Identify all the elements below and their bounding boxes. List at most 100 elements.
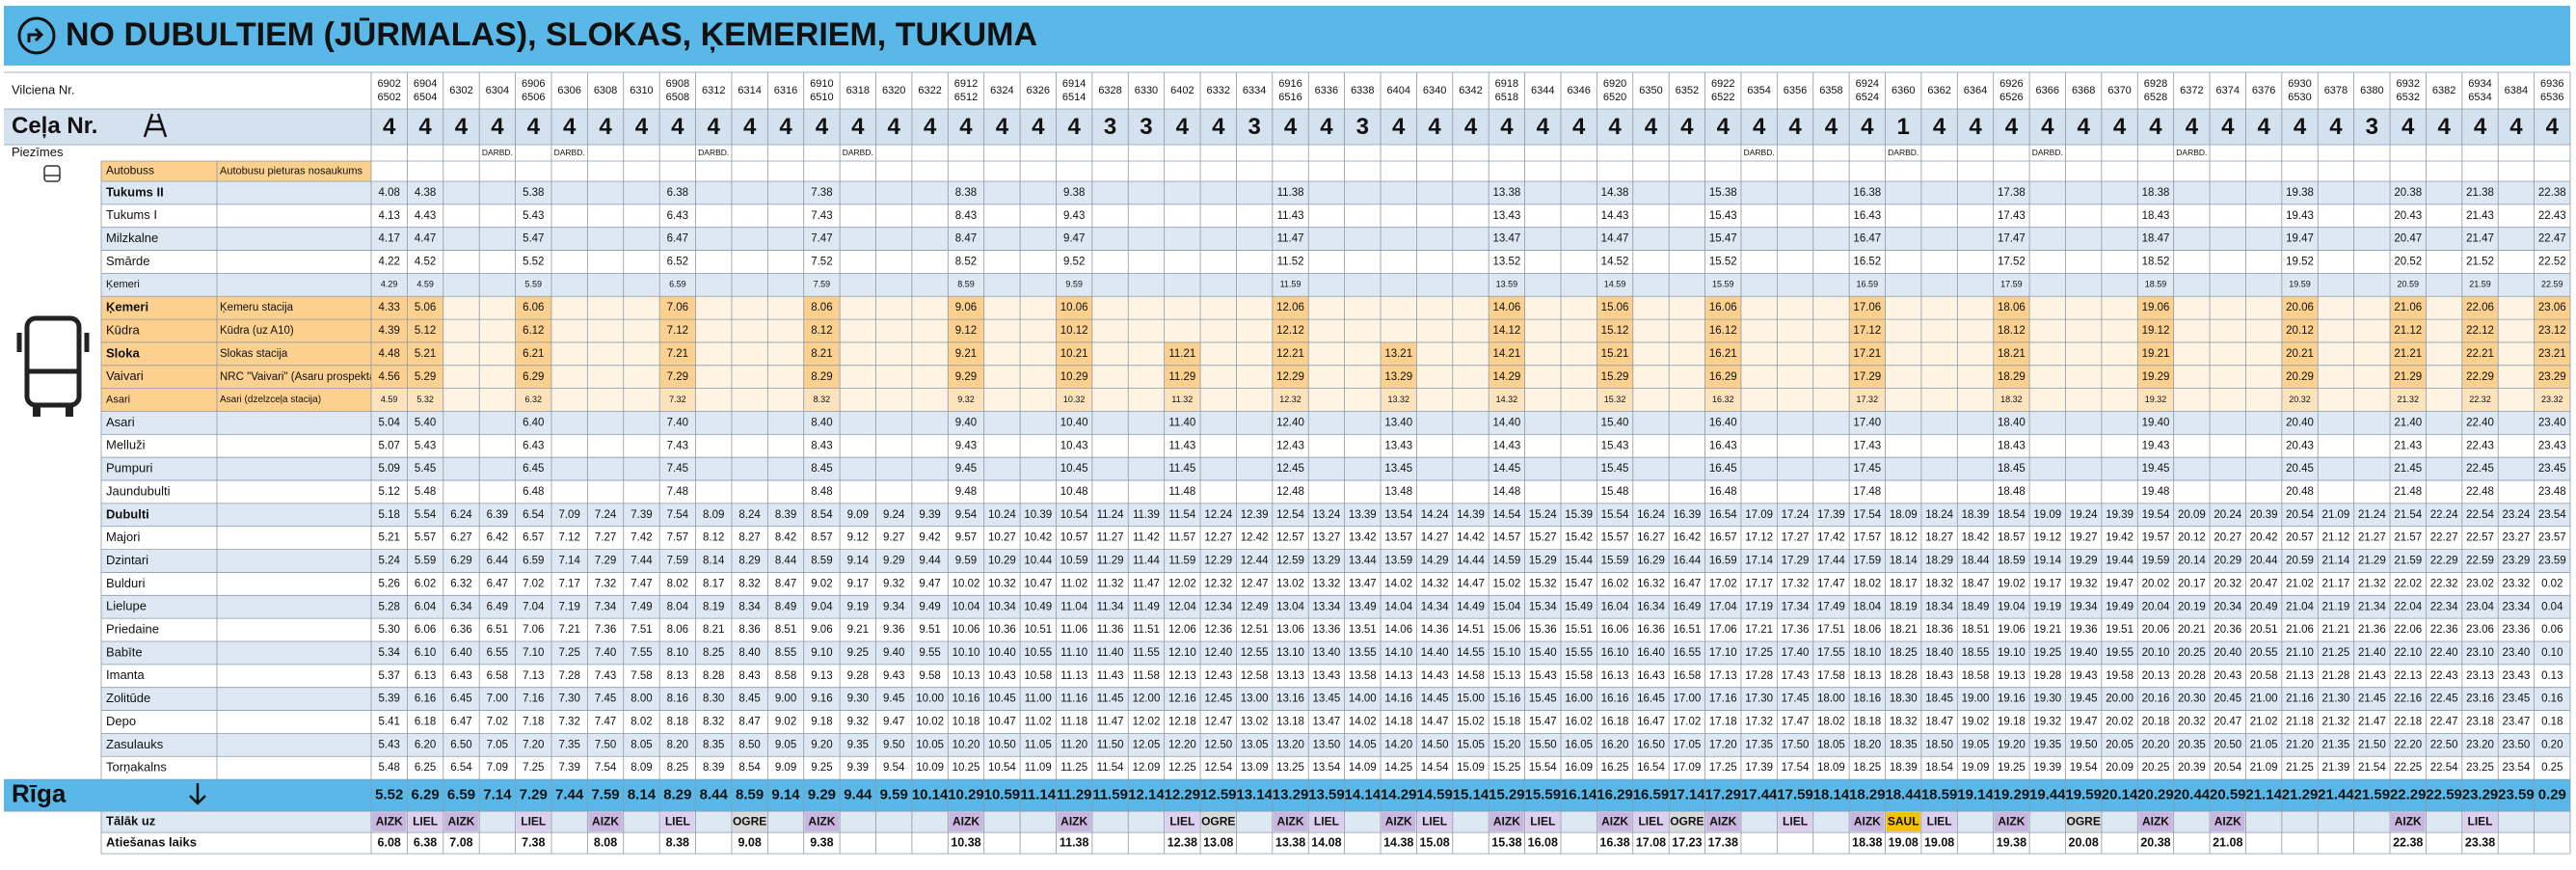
- time: 8.06: [667, 624, 688, 636]
- time: 12.04: [1168, 601, 1196, 612]
- time: 13.27: [1313, 532, 1341, 544]
- time: 0.13: [2541, 670, 2563, 682]
- time: 9.02: [775, 717, 796, 728]
- track-number: 4: [491, 114, 504, 140]
- time: 22.16: [2394, 693, 2422, 705]
- time: 7.44: [631, 556, 653, 567]
- time: 9.05: [775, 739, 796, 750]
- time: 7.25: [558, 647, 579, 659]
- time: 13.34: [1313, 601, 1341, 612]
- departure-time: 13.08: [1203, 835, 1233, 849]
- time: 17.10: [1709, 647, 1737, 659]
- bus-cell: [1489, 388, 1525, 412]
- time: 14.40: [1493, 417, 1521, 428]
- row-bg: [101, 273, 2570, 297]
- time: 23.57: [2538, 532, 2566, 544]
- time: 17.29: [1782, 556, 1810, 567]
- time: 8.43: [955, 210, 977, 222]
- time: 13.54: [1313, 762, 1341, 774]
- train-number: 6382: [2432, 85, 2455, 96]
- time: 5.32: [416, 394, 434, 404]
- time: 14.29: [1421, 556, 1449, 567]
- row-bg: [101, 733, 2570, 757]
- time: 12.06: [1168, 624, 1196, 636]
- time: 18.10: [1853, 647, 1881, 659]
- label-bus: Autobuss: [106, 164, 154, 177]
- track-number: 4: [2474, 114, 2487, 140]
- time: 6.36: [450, 624, 471, 636]
- train-number: 6354: [1747, 85, 1770, 96]
- bus-cell: [1597, 388, 1633, 412]
- track-number: 4: [708, 114, 721, 140]
- time: 9.51: [919, 624, 940, 636]
- time: 10.29: [1060, 371, 1088, 383]
- time: 17.14: [1669, 787, 1705, 803]
- time: 15.58: [1565, 670, 1593, 682]
- time: 13.57: [1384, 532, 1412, 544]
- time: 18.44: [1962, 556, 1990, 567]
- time: 8.52: [955, 257, 977, 268]
- time: 5.48: [415, 486, 436, 498]
- time: 23.40: [2538, 417, 2566, 428]
- time: 23.21: [2538, 348, 2566, 360]
- next-station: AIZK: [2142, 814, 2169, 828]
- track-number: 4: [1969, 114, 1982, 140]
- time: 9.38: [1063, 187, 1085, 199]
- time: 17.21: [1745, 624, 1773, 636]
- time: 15.49: [1565, 601, 1593, 612]
- track-number: 4: [1753, 114, 1766, 140]
- next-cell: [2066, 812, 2101, 832]
- time: 8.20: [667, 739, 688, 750]
- bus-cell: [1489, 341, 1525, 366]
- time: 0.25: [2541, 762, 2563, 774]
- time: 14.21: [1493, 348, 1521, 360]
- time: 20.40: [2214, 647, 2241, 659]
- time: 11.04: [1060, 601, 1088, 612]
- time: 17.38: [1998, 187, 2026, 199]
- time: 16.12: [1709, 325, 1737, 337]
- station-name: Asari: [106, 415, 135, 429]
- time: 22.47: [2538, 233, 2566, 245]
- time: 9.52: [1063, 257, 1085, 268]
- time: 16.43: [1853, 210, 1881, 222]
- time: 10.29: [948, 787, 984, 803]
- time: 8.17: [703, 578, 724, 589]
- time: 5.28: [379, 601, 400, 612]
- time: 22.43: [2538, 210, 2566, 222]
- time: 9.21: [955, 348, 977, 360]
- time: 5.40: [415, 417, 436, 428]
- time: 10.18: [953, 717, 980, 728]
- next-cell: [1597, 812, 1632, 832]
- time: 13.55: [1349, 647, 1377, 659]
- time: 10.02: [953, 578, 980, 589]
- time: 19.14: [1957, 787, 1994, 803]
- time: 6.47: [487, 578, 508, 589]
- train-number: 6516: [1278, 92, 1301, 103]
- time: 8.06: [811, 302, 832, 313]
- time: 19.40: [2070, 647, 2098, 659]
- note: DARBD.: [482, 148, 513, 157]
- track-number: 4: [1392, 114, 1406, 140]
- time: 16.43: [1709, 440, 1737, 451]
- time: 9.34: [883, 601, 905, 612]
- time: 5.48: [379, 762, 400, 774]
- time: 17.39: [1745, 762, 1773, 774]
- time: 19.27: [2070, 532, 2098, 544]
- time: 18.45: [1998, 463, 2026, 475]
- next-station: AIZK: [1277, 814, 1304, 828]
- next-cell: [1633, 812, 1669, 832]
- track-number: 4: [2546, 114, 2560, 140]
- time: 5.12: [415, 325, 436, 337]
- time: 6.54: [523, 509, 545, 521]
- time: 13.59: [1308, 787, 1345, 803]
- time: 18.35: [1890, 739, 1918, 750]
- bus-cell: [2281, 388, 2319, 412]
- time: 18.14: [1890, 556, 1918, 567]
- time: 10.00: [916, 693, 944, 705]
- next-station: LIEL: [1314, 814, 1339, 828]
- time: 7.09: [487, 762, 508, 774]
- departure-time: 8.08: [594, 835, 617, 849]
- time: 22.59: [2426, 787, 2462, 803]
- bus-icon-small: [43, 165, 61, 182]
- time: 9.29: [808, 787, 836, 803]
